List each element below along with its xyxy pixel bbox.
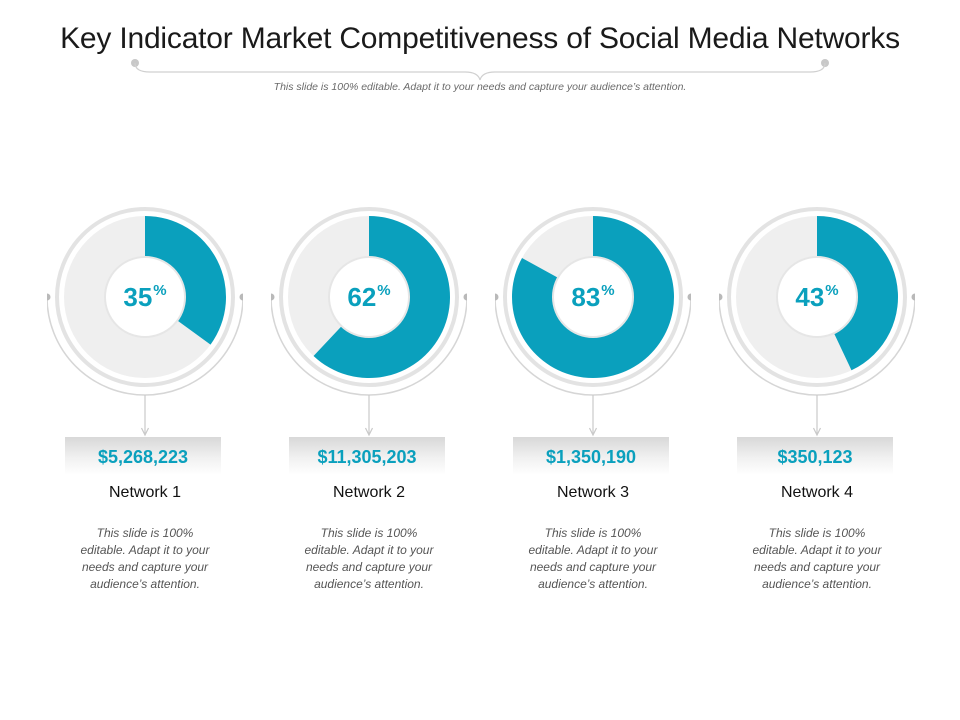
percent-symbol-3: % (601, 282, 615, 299)
donut-chart-4 (719, 207, 915, 437)
arc-dot-right (687, 293, 691, 301)
network-description-3: This slide is 100% editable. Adapt it to… (528, 526, 658, 591)
donut-chart-1 (47, 207, 243, 437)
donut-hole (776, 256, 858, 338)
value-box-1: $5,268,223 (65, 437, 221, 475)
outer-ring (279, 207, 459, 387)
market-value-4: $350,123 (777, 447, 853, 467)
percent-value-3: 83 (571, 282, 601, 312)
arc-dot-left (271, 293, 275, 301)
market-value-2: $11,305,203 (317, 447, 417, 467)
donut-hole (104, 256, 186, 338)
network-name-1: Network 1 (108, 484, 182, 501)
percent-label-1: 35% (47, 282, 243, 313)
market-value-3: $1,350,190 (545, 447, 637, 467)
page-title: Key Indicator Market Competitiveness of … (60, 22, 900, 55)
network-card-1: 35% $5,268,223 Network 1 This slide is 1… (47, 190, 271, 630)
title-bracket-decoration (131, 59, 829, 81)
network-name-3: Network 3 (556, 484, 630, 501)
outer-ring (503, 207, 683, 387)
donut-chart-3 (495, 207, 691, 437)
percent-label-4: 43% (719, 282, 915, 313)
percent-label-3: 83% (495, 282, 691, 313)
percent-symbol-1: % (153, 282, 167, 299)
percent-symbol-2: % (377, 282, 391, 299)
value-box-3: $1,350,190 (513, 437, 669, 475)
arc-dot-left (495, 293, 499, 301)
percent-value-1: 35 (123, 282, 153, 312)
network-name-4: Network 4 (780, 484, 854, 501)
outer-ring (727, 207, 907, 387)
connector-arrow (364, 427, 374, 437)
percent-value-2: 62 (347, 282, 377, 312)
network-description-4: This slide is 100% editable. Adapt it to… (752, 526, 882, 591)
percent-value-4: 43 (795, 282, 825, 312)
connector-arrow (812, 427, 822, 437)
donut-segment (145, 216, 226, 345)
connector-arrow (588, 427, 598, 437)
donut-segment (313, 216, 450, 378)
outer-ring (55, 207, 235, 387)
network-card-3: 83% $1,350,190 Network 3 This slide is 1… (495, 190, 719, 630)
donut-segment (512, 216, 674, 378)
network-name-2: Network 2 (332, 484, 406, 501)
value-box-2: $11,305,203 (289, 437, 445, 475)
network-card-2: 62% $11,305,203 Network 2 This slide is … (271, 190, 495, 630)
arc-dot-left (719, 293, 723, 301)
arc-dot-right (911, 293, 915, 301)
donut-hole (552, 256, 634, 338)
donut-hole (328, 256, 410, 338)
network-card-4: 43% $350,123 Network 4 This slide is 100… (719, 190, 943, 630)
network-description-1: This slide is 100% editable. Adapt it to… (80, 526, 210, 591)
percent-label-2: 62% (271, 282, 467, 313)
value-box-4: $350,123 (737, 437, 893, 475)
arc-dot-right (463, 293, 467, 301)
arc-dot-left (47, 293, 51, 301)
connector-arrow (140, 427, 150, 437)
percent-symbol-4: % (825, 282, 839, 299)
donut-chart-2 (271, 207, 467, 437)
arc-dot-right (239, 293, 243, 301)
page-subtitle: This slide is 100% editable. Adapt it to… (273, 81, 687, 93)
market-value-1: $5,268,223 (97, 447, 189, 467)
network-description-2: This slide is 100% editable. Adapt it to… (304, 526, 434, 591)
